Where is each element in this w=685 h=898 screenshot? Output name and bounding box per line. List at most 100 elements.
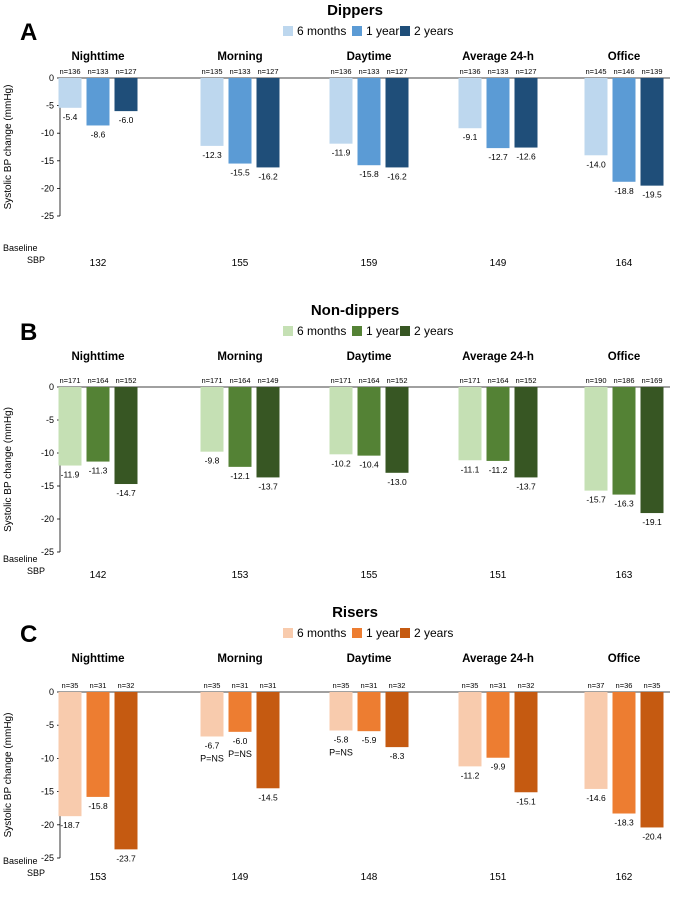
n-label: n=136 xyxy=(459,67,480,76)
bar xyxy=(256,387,280,478)
legend-swatch xyxy=(283,26,293,36)
baseline-value: 162 xyxy=(616,872,633,883)
n-label: n=32 xyxy=(118,681,135,690)
value-label: -18.7 xyxy=(60,820,80,830)
value-label: -19.5 xyxy=(642,190,662,200)
panel-letter: C xyxy=(20,621,37,648)
bar xyxy=(256,78,280,168)
n-label: n=152 xyxy=(515,376,536,385)
n-label: n=35 xyxy=(204,681,221,690)
panel-letter: B xyxy=(20,319,37,346)
y-tick-label: -20 xyxy=(41,514,54,524)
legend-swatch xyxy=(400,326,410,336)
baseline-value: 153 xyxy=(232,570,249,581)
bar xyxy=(256,692,280,789)
value-label: -10.4 xyxy=(359,460,379,470)
value-label: -14.0 xyxy=(586,159,606,169)
legend-label: 1 year xyxy=(366,626,399,640)
panel-a: A Dippers 6 months 1 year 2 years 0 -5 -10 -15 -2… xyxy=(3,2,670,269)
n-label: n=35 xyxy=(462,681,479,690)
bar xyxy=(58,78,82,108)
n-label: n=133 xyxy=(87,67,108,76)
bar xyxy=(86,387,110,462)
legend-label: 6 months xyxy=(297,24,346,38)
value-label: -11.2 xyxy=(461,770,480,780)
bar xyxy=(640,78,664,186)
baseline-label: Baseline xyxy=(3,856,38,866)
legend-swatch xyxy=(283,326,293,336)
value-label: -15.8 xyxy=(359,169,379,179)
y-tick-label: -10 xyxy=(41,753,54,763)
n-label: n=127 xyxy=(115,67,136,76)
n-label: n=31 xyxy=(361,681,378,690)
value-label: -11.2 xyxy=(489,465,508,475)
bar xyxy=(640,692,664,828)
panel-title: Risers xyxy=(332,604,378,621)
group-label: Daytime xyxy=(347,51,392,63)
baseline-value: 149 xyxy=(490,258,507,269)
n-label: n=152 xyxy=(386,376,407,385)
n-label: n=164 xyxy=(358,376,379,385)
value-label: -11.3 xyxy=(89,466,108,476)
legend-swatch xyxy=(352,26,362,36)
value-label: -9.8 xyxy=(205,456,220,466)
group-label: Office xyxy=(608,653,641,665)
y-tick-label: -25 xyxy=(41,853,54,863)
baseline-label: SBP xyxy=(27,868,45,878)
y-tick-label: 0 xyxy=(49,687,54,697)
value-label: -8.6 xyxy=(91,129,106,139)
value-label: -18.3 xyxy=(614,818,634,828)
n-label: n=31 xyxy=(260,681,277,690)
n-label: n=136 xyxy=(59,67,80,76)
baseline-value: 164 xyxy=(616,258,633,269)
baseline-value: 163 xyxy=(616,570,633,581)
n-label: n=35 xyxy=(644,681,661,690)
group-label: Nighttime xyxy=(71,51,124,63)
n-label: n=32 xyxy=(389,681,406,690)
bar xyxy=(357,692,381,732)
bar xyxy=(612,692,636,814)
value-label: -18.8 xyxy=(614,186,634,196)
panel-c: C Risers 6 months 1 year 2 years 0 -5 -10 -15 -20… xyxy=(3,604,670,883)
value-label: -6.0 xyxy=(233,736,248,746)
group-label: Daytime xyxy=(347,653,392,665)
bar xyxy=(584,692,608,789)
y-tick-label: 0 xyxy=(49,382,54,392)
value-label: -6.7 xyxy=(205,740,220,750)
y-tick-label: -5 xyxy=(46,101,54,111)
baseline-value: 151 xyxy=(490,872,507,883)
group-label: Average 24-h xyxy=(462,653,534,665)
baseline-label: Baseline xyxy=(3,554,38,564)
value-label: -16.2 xyxy=(387,171,407,181)
n-label: n=171 xyxy=(201,376,222,385)
group-label: Average 24-h xyxy=(462,51,534,63)
baseline-value: 149 xyxy=(232,872,249,883)
bar xyxy=(486,78,510,149)
legend-label: 6 months xyxy=(297,324,346,338)
legend-label: 1 year xyxy=(366,24,399,38)
n-label: n=133 xyxy=(229,67,250,76)
y-tick-label: -15 xyxy=(41,787,54,797)
bar xyxy=(514,78,538,148)
legend-swatch xyxy=(400,26,410,36)
legend-label: 2 years xyxy=(414,324,453,338)
value-label: -16.3 xyxy=(614,499,634,509)
bar xyxy=(114,78,138,112)
bar xyxy=(114,692,138,850)
legend-label: 6 months xyxy=(297,626,346,640)
value-label: -15.8 xyxy=(88,801,108,811)
y-axis-label: Systolic BP change (mmHg) xyxy=(3,407,14,532)
n-label: n=171 xyxy=(59,376,80,385)
group-label: Average 24-h xyxy=(462,351,534,363)
significance-label: P=NS xyxy=(329,748,353,758)
y-tick-label: -25 xyxy=(41,211,54,221)
y-tick-label: -5 xyxy=(46,415,54,425)
value-label: -6.0 xyxy=(119,115,134,125)
n-label: n=31 xyxy=(490,681,507,690)
y-tick-label: 0 xyxy=(49,73,54,83)
bar xyxy=(200,692,224,737)
n-label: n=36 xyxy=(616,681,633,690)
y-tick-label: -20 xyxy=(41,820,54,830)
value-label: -13.0 xyxy=(387,477,407,487)
